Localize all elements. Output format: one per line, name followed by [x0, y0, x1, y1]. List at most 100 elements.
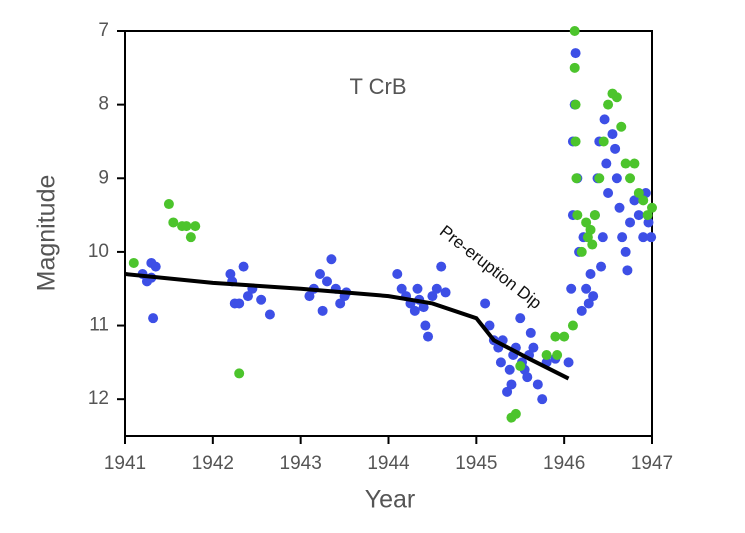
point	[567, 320, 578, 331]
y-tick-label: 10	[88, 241, 109, 262]
point	[304, 291, 315, 302]
point	[625, 173, 636, 184]
point	[603, 99, 614, 110]
point	[528, 342, 539, 353]
point	[168, 217, 179, 228]
point	[314, 269, 325, 279]
point	[522, 372, 533, 383]
point	[576, 246, 587, 257]
point	[625, 217, 636, 228]
point	[190, 221, 201, 232]
point	[420, 320, 431, 331]
point	[610, 143, 621, 154]
point	[566, 283, 577, 294]
x-tick-label: 1941	[104, 453, 146, 474]
point	[620, 158, 631, 169]
point	[242, 291, 253, 302]
point	[594, 173, 605, 184]
x-tick-label: 1943	[280, 453, 322, 474]
point	[409, 305, 420, 316]
point	[597, 232, 608, 243]
point	[598, 136, 609, 147]
point	[396, 283, 407, 294]
point	[638, 232, 649, 243]
point	[633, 188, 644, 198]
point	[629, 195, 640, 206]
point	[611, 92, 622, 103]
x-tick-label: 1947	[631, 453, 673, 474]
point	[506, 379, 517, 390]
x-tick-label: 1944	[367, 453, 410, 474]
point	[570, 136, 581, 147]
point	[234, 368, 245, 379]
point	[436, 261, 447, 272]
point	[427, 291, 438, 302]
point	[510, 408, 521, 419]
point	[581, 217, 592, 228]
point	[589, 210, 600, 221]
point	[563, 357, 574, 368]
y-tick-label: 11	[89, 315, 109, 336]
point	[412, 283, 423, 294]
x-tick-label: 1945	[455, 453, 497, 474]
point	[599, 114, 610, 125]
point	[163, 199, 174, 210]
chart-title: T CrB	[349, 74, 406, 99]
point	[552, 350, 563, 360]
point	[587, 239, 598, 250]
point	[326, 254, 337, 265]
point	[495, 357, 506, 368]
y-tick-label: 12	[88, 388, 109, 409]
point	[583, 298, 594, 309]
point	[633, 210, 644, 221]
point	[264, 309, 275, 320]
point	[335, 298, 346, 309]
point	[484, 320, 495, 331]
point	[601, 158, 612, 169]
y-axis-label: Magnitude	[33, 175, 61, 292]
point	[532, 379, 543, 390]
point	[585, 224, 596, 235]
trend-line	[124, 272, 570, 381]
point	[322, 276, 333, 287]
point	[622, 265, 633, 276]
point	[571, 173, 582, 184]
point	[570, 99, 581, 110]
point	[617, 232, 628, 243]
point	[569, 26, 580, 36]
point	[515, 313, 526, 324]
point	[607, 129, 618, 140]
point	[629, 158, 640, 169]
point	[541, 350, 552, 360]
point	[238, 261, 249, 272]
point	[440, 287, 451, 298]
point	[603, 188, 614, 198]
point	[611, 173, 622, 184]
point	[148, 313, 159, 324]
y-tick-label: 7	[98, 20, 109, 41]
point	[537, 394, 548, 405]
point	[504, 364, 515, 375]
point	[317, 305, 328, 316]
point	[614, 202, 625, 213]
point	[576, 305, 587, 316]
y-tick-label: 9	[98, 167, 109, 188]
point	[185, 232, 196, 243]
point	[234, 298, 245, 309]
point	[647, 202, 657, 213]
point	[128, 257, 139, 268]
point	[585, 269, 596, 279]
point	[616, 121, 627, 132]
y-tick-label: 8	[98, 94, 109, 115]
x-axis-label: Year	[365, 486, 416, 514]
point	[642, 210, 653, 221]
point	[392, 269, 403, 279]
point	[423, 331, 434, 342]
point	[256, 294, 267, 305]
point	[431, 283, 442, 294]
point	[646, 232, 657, 243]
point	[525, 327, 536, 338]
annotation: Pre-eruption Dip	[436, 222, 545, 313]
x-tick-label: 1942	[192, 453, 234, 474]
point	[572, 210, 583, 221]
